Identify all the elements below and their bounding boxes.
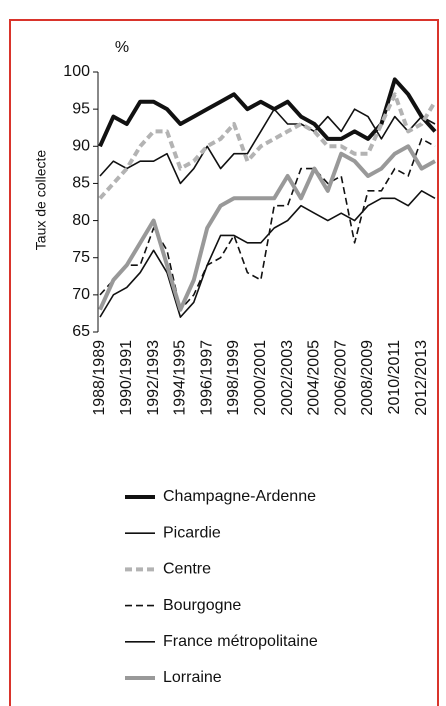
series-line xyxy=(99,190,436,318)
y-tick-label: 80 xyxy=(72,212,90,229)
x-tick-label: 1994/1995 xyxy=(172,340,189,416)
legend-label: Centre xyxy=(163,561,211,578)
y-tick-label: 85 xyxy=(72,175,90,192)
series-line xyxy=(99,138,436,311)
legend-label: Picardie xyxy=(163,524,221,541)
frame xyxy=(9,19,439,706)
legend-label: Lorraine xyxy=(163,669,222,686)
y-tick-label: 70 xyxy=(72,286,90,303)
x-tick-label: 2010/2011 xyxy=(386,340,403,415)
y-tick-label: 95 xyxy=(72,100,90,117)
x-tick-label: 1998/1999 xyxy=(225,340,242,416)
series-line xyxy=(98,144,436,312)
y-tick-label: 100 xyxy=(63,63,90,80)
x-tick-label: 1990/1991 xyxy=(118,340,135,416)
x-tick-label: 2004/2005 xyxy=(306,340,323,416)
x-tick-label: 2002/2003 xyxy=(279,340,296,416)
legend-label: France métropolitaine xyxy=(163,633,318,650)
x-tick-label: 2012/2013 xyxy=(413,340,430,416)
x-tick-label: 1992/1993 xyxy=(145,340,162,416)
y-tick-label: 65 xyxy=(72,323,90,340)
series-line xyxy=(98,92,437,200)
y-tick-label: 90 xyxy=(72,138,90,155)
series-line xyxy=(99,108,436,185)
y-tick-label: 75 xyxy=(72,249,90,266)
y-axis-label: Taux de collecte xyxy=(33,150,49,251)
legend-label: Champagne-Ardenne xyxy=(163,488,316,505)
x-tick-label: 2006/2007 xyxy=(332,340,349,416)
y-unit: % xyxy=(115,39,129,56)
x-tick-label: 1996/1997 xyxy=(198,340,215,416)
legend-label: Bourgogne xyxy=(163,597,241,614)
x-tick-label: 2000/2001 xyxy=(252,340,269,416)
x-tick-label: 1988/1989 xyxy=(91,340,108,416)
x-tick-label: 2008/2009 xyxy=(359,340,376,416)
